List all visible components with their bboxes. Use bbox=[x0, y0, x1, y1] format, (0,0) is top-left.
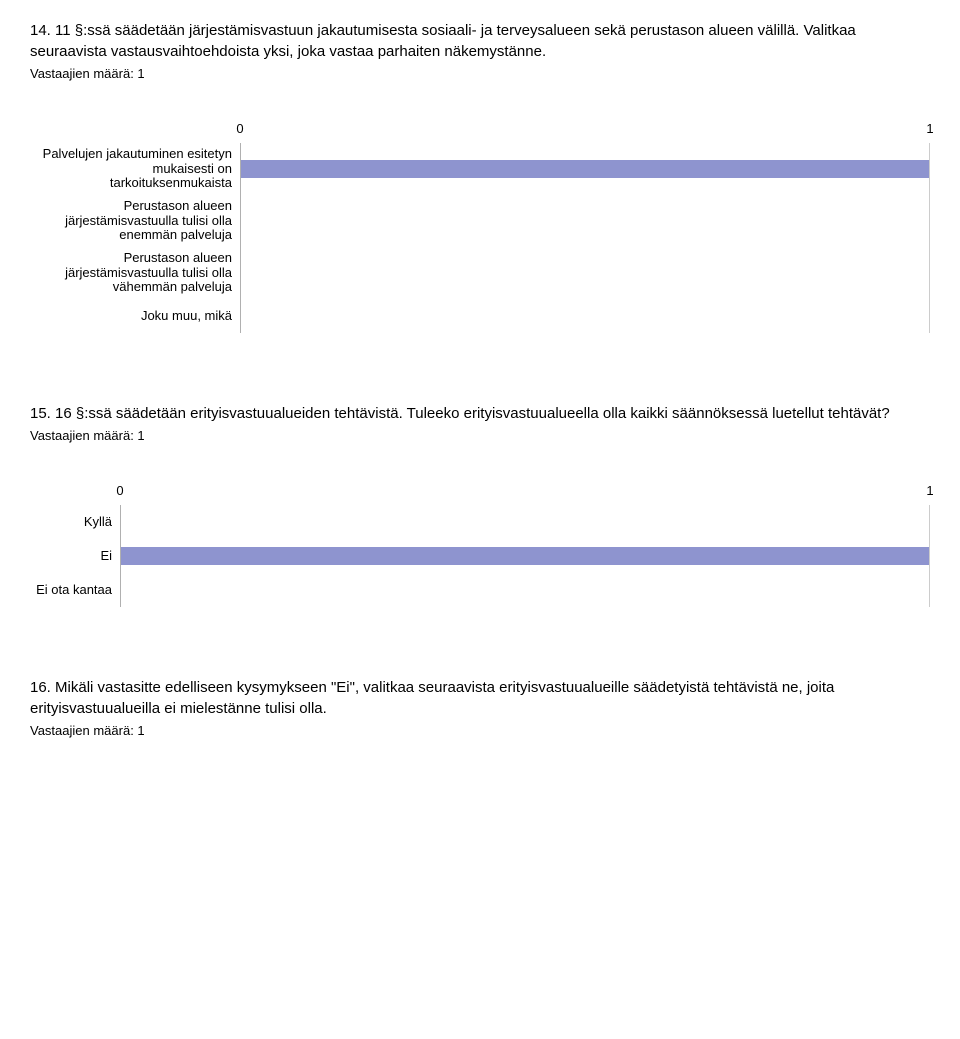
chart-bar-row: Kyllä bbox=[30, 505, 930, 539]
question-15-prompt: 15. 16 §:ssä säädetään erityisvastuualue… bbox=[30, 403, 930, 424]
axis-tick: 0 bbox=[116, 483, 123, 498]
chart-bar-row: Joku muu, mikä bbox=[30, 299, 930, 333]
chart-bar-row: Ei bbox=[30, 539, 930, 573]
axis-tick: 0 bbox=[236, 121, 243, 136]
question-14-chart: 0 1 Palvelujen jakautuminen esitetyn mukai… bbox=[30, 121, 930, 333]
question-15-chart: 0 1 Kyllä Ei Ei ota kantaa bbox=[30, 483, 930, 607]
chart-bar-label: Palvelujen jakautuminen esitetyn mukaise… bbox=[30, 147, 240, 192]
axis-tick: 1 bbox=[926, 121, 933, 136]
question-16-prompt: 16. Mikäli vastasitte edelliseen kysymyk… bbox=[30, 677, 930, 719]
chart-bar-label: Perustason alueen järjestämisvastuulla t… bbox=[30, 199, 240, 244]
question-14-meta: Vastaajien määrä: 1 bbox=[30, 66, 930, 81]
chart-bar-label: Perustason alueen järjestämisvastuulla t… bbox=[30, 251, 240, 296]
question-15-meta: Vastaajien määrä: 1 bbox=[30, 428, 930, 443]
chart-bar-fill bbox=[121, 547, 929, 565]
chart-bar-row: Palvelujen jakautuminen esitetyn mukaise… bbox=[30, 143, 930, 195]
chart-bar-label: Ei ota kantaa bbox=[30, 583, 120, 598]
chart-bar-fill bbox=[241, 160, 929, 178]
question-16-meta: Vastaajien määrä: 1 bbox=[30, 723, 930, 738]
chart-bar-row: Perustason alueen järjestämisvastuulla t… bbox=[30, 195, 930, 247]
chart-bar-label: Ei bbox=[30, 549, 120, 564]
chart-bar-row: Perustason alueen järjestämisvastuulla t… bbox=[30, 247, 930, 299]
chart-bar-row: Ei ota kantaa bbox=[30, 573, 930, 607]
axis-tick: 1 bbox=[926, 483, 933, 498]
chart-bar-label: Kyllä bbox=[30, 515, 120, 530]
question-14-prompt: 14. 11 §:ssä säädetään järjestämisvastuu… bbox=[30, 20, 930, 62]
chart-bar-label: Joku muu, mikä bbox=[30, 309, 240, 324]
